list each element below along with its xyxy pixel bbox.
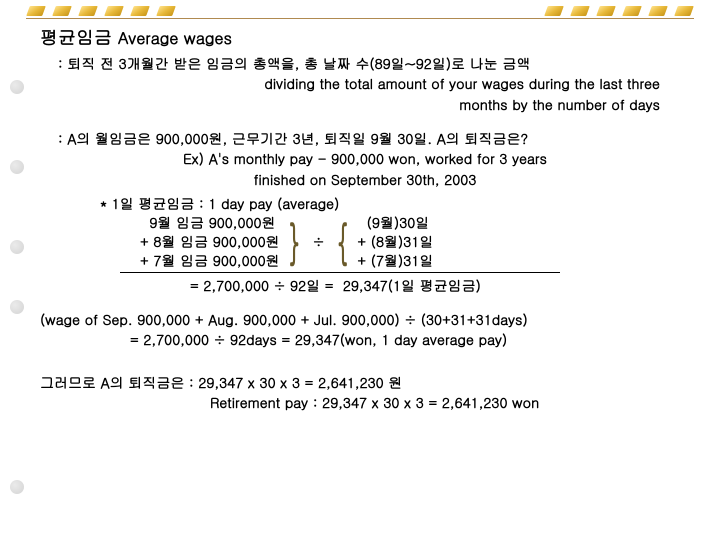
calc-left-r2: + 8월 임금 900,000원 <box>140 232 280 251</box>
brace-close-icon: } <box>287 219 299 265</box>
calc-left-column: 9월 임금 900,000원 + 8월 임금 900,000원 + 7월 임금 … <box>140 213 280 270</box>
divide-symbol: ÷ <box>307 231 331 251</box>
brace-open-icon: { <box>338 219 350 265</box>
wage-en-line1: (wage of Sep. 900,000 + Aug. 900,000 + J… <box>40 309 690 329</box>
calc-header: * 1일 평균임금 : 1 day pay (average) <box>100 193 690 213</box>
definition-ko: : 퇴직 전 3개월간 받은 임금의 총액을, 총 날짜 수(89일~92일)로… <box>58 53 690 73</box>
calculation-block: * 1일 평균임금 : 1 day pay (average) 9월 임금 90… <box>100 193 690 295</box>
example-ko: : A의 월임금은 900,000원, 근무기간 3년, 퇴직일 9월 30일.… <box>58 128 690 148</box>
calc-right-column: (9월)30일 + (8월)31일 + (7월)31일 <box>357 213 433 270</box>
example-en-line1: Ex) A's monthly pay - 900,000 won, worke… <box>40 148 690 168</box>
definition-en-line1: dividing the total amount of your wages … <box>40 73 690 93</box>
title-ko: 평균임금 <box>40 25 112 50</box>
bullet-icon <box>10 240 24 254</box>
title-en: Average wages <box>118 26 232 49</box>
definition-en-line2: months by the number of days <box>40 94 690 114</box>
calc-result: = 2,700,000 ÷ 92일 = 29,347(1일 평균임금) <box>190 275 690 295</box>
calc-left-r3: + 7월 임금 900,000원 <box>140 251 280 270</box>
title-line: 평균임금 Average wages <box>40 25 690 51</box>
calc-left-r1: 9월 임금 900,000원 <box>140 213 280 232</box>
decorative-top-bars <box>0 0 720 18</box>
horizontal-rule <box>26 18 694 19</box>
final-en: Retirement pay : 29,347 x 30 x 3 = 2,641… <box>210 392 690 412</box>
final-ko: 그러므로 A의 퇴직금은 : 29,347 x 30 x 3 = 2,641,2… <box>40 372 690 392</box>
bullet-icon <box>10 480 24 494</box>
bullet-icon <box>10 80 24 94</box>
calc-right-r3: + (7월)31일 <box>357 251 433 270</box>
calc-right-r2: + (8월)31일 <box>357 232 433 251</box>
example-en-line2: finished on September 30th, 2003 <box>40 169 690 189</box>
wage-en-line2: = 2,700,000 ÷ 92days = 29,347(won, 1 day… <box>130 329 690 349</box>
bullet-icon <box>10 300 24 314</box>
calc-right-r1: (9월)30일 <box>357 213 433 232</box>
calc-fraction: 9월 임금 900,000원 + 8월 임금 900,000원 + 7월 임금 … <box>140 213 690 270</box>
bullet-icon <box>10 160 24 174</box>
document-content: 평균임금 Average wages : 퇴직 전 3개월간 받은 임금의 총액… <box>0 25 720 412</box>
